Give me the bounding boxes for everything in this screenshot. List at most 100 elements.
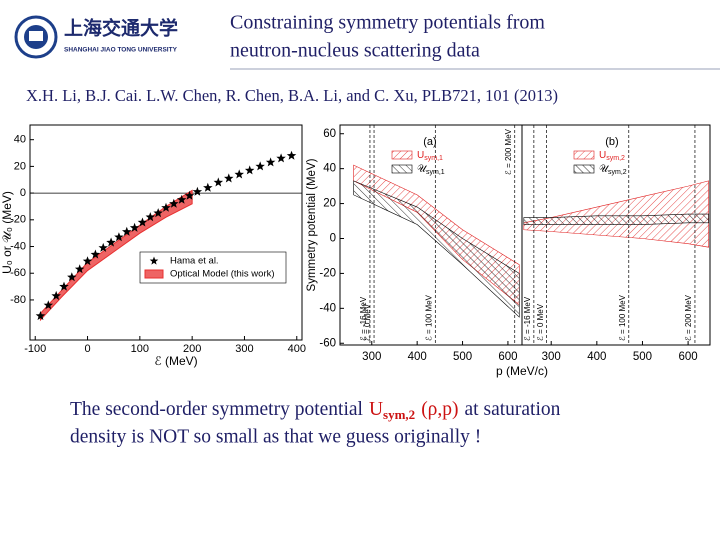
y-tick-label: 20: [14, 160, 26, 172]
data-point: [35, 311, 46, 320]
legend-symbol: 𝒰: [599, 164, 610, 175]
x-tick-label: 200: [183, 343, 201, 355]
legend-swatch: [391, 164, 413, 174]
energy-label: ℰ = 100 MeV: [618, 294, 627, 341]
energy-label: ℰ = 0 MeV: [536, 303, 545, 341]
data-point: [265, 157, 276, 167]
data-point: [59, 281, 69, 291]
symbol-subscript: sym,2: [383, 407, 415, 422]
legend-swatch: [149, 256, 159, 265]
data-point: [203, 182, 213, 192]
legend-subscript: sym,1: [426, 169, 445, 176]
data-point: [82, 256, 93, 266]
x-tick-label: 300: [542, 351, 561, 363]
energy-label: ℰ = 0 MeV: [363, 303, 372, 341]
x-tick-label: 300: [362, 351, 381, 363]
data-point: [90, 249, 101, 259]
symbol: U: [369, 399, 383, 420]
citation: X.H. Li, B.J. Cai. L.W. Chen, R. Chen, B…: [26, 86, 558, 105]
data-point: [286, 150, 297, 160]
y-tick-label: 60: [323, 128, 336, 140]
symbol-args: (ρ,p): [421, 399, 458, 420]
legend-label: Hama et al.: [170, 256, 219, 267]
x-tick-label: 600: [498, 351, 517, 363]
title-line: Constraining symmetry potentials from: [230, 12, 545, 34]
legend-label: Usym,2: [599, 150, 625, 162]
y-tick-label: 20: [323, 198, 336, 210]
energy-label: ℰ = -16 MeV: [359, 296, 368, 341]
energy-label: ℰ = -16 MeV: [523, 296, 532, 341]
x-axis-label: p (MeV/c): [496, 364, 548, 378]
legend-subscript: sym,2: [606, 155, 625, 162]
conclusion-line: density is NOT so small as that we guess…: [70, 426, 481, 447]
legend-swatch: [573, 150, 595, 160]
logo-subtext: SHANGHAI JIAO TONG UNIVERSITY: [64, 47, 178, 54]
conclusion: The second-order symmetry potential Usym,…: [70, 399, 561, 447]
x-tick-label: 500: [453, 351, 472, 363]
legend-label: Optical Model (this work): [170, 269, 275, 280]
energy-label: ℰ = 100 MeV: [424, 294, 433, 341]
potential-band: [523, 213, 709, 225]
legend-swatch: [144, 269, 164, 279]
x-tick-label: 0: [84, 343, 90, 355]
x-tick-label: 500: [633, 351, 652, 363]
legend-symbol: U: [599, 150, 606, 161]
logo: 上海交通大学 SHANGHAI JIAO TONG UNIVERSITY: [14, 15, 178, 59]
data-point: [169, 198, 179, 208]
x-tick-label: -100: [24, 343, 46, 355]
y-tick-label: -40: [319, 302, 336, 314]
logo-mark: [29, 31, 43, 41]
logo-ring: [14, 15, 58, 59]
conclusion-text: at saturation: [465, 399, 561, 420]
data-point: [43, 300, 54, 310]
x-tick-label: 400: [408, 351, 427, 363]
energy-label: ℰ = 200 MeV: [684, 294, 693, 341]
potential-band: [523, 180, 709, 248]
x-tick-label: 100: [131, 343, 149, 355]
data-point: [106, 237, 116, 247]
title-line: neutron-nucleus scattering data: [230, 40, 480, 62]
legend-subscript: sym,2: [608, 169, 627, 176]
data-point: [74, 264, 85, 274]
data-point: [161, 202, 171, 212]
y-tick-label: -40: [10, 240, 26, 252]
legend-label: 𝒰sym,1: [417, 164, 445, 176]
data-point: [145, 212, 156, 222]
y-tick-label: 0: [20, 187, 26, 199]
potential-band: [353, 180, 520, 318]
data-point: [192, 186, 203, 196]
y-tick-label: 40: [14, 134, 26, 146]
data-point: [122, 226, 132, 236]
x-axis-label: ℰ (MeV): [154, 354, 197, 368]
conclusion-text: The second-order symmetry potential: [70, 399, 364, 420]
y-tick-label: -20: [10, 214, 26, 226]
legend-symbol: U: [417, 150, 424, 161]
panel-frame: [521, 124, 711, 346]
y-tick-label: -20: [319, 267, 336, 279]
y-tick-label: 40: [323, 163, 336, 175]
data-point: [153, 208, 163, 218]
legend-swatch: [573, 164, 595, 174]
data-point: [244, 165, 255, 175]
legend-label: 𝒰sym,2: [599, 164, 627, 176]
legend-symbol: 𝒰: [417, 164, 428, 175]
data-point: [51, 290, 61, 300]
y-axis-label: Symmetry potential (MeV): [306, 158, 318, 291]
panel-label: (b): [605, 136, 618, 148]
legend-swatch: [391, 150, 413, 160]
y-tick-label: -80: [10, 294, 26, 306]
data-point: [137, 217, 148, 227]
y-tick-label: -60: [10, 267, 26, 279]
data-point: [255, 161, 265, 171]
energy-label: ℰ = 200 MeV: [504, 128, 513, 175]
y-tick-label: -60: [319, 337, 336, 349]
data-point: [213, 177, 224, 187]
data-point: [184, 190, 195, 200]
y-axis-label: U₀ or 𝒰₀ (MeV): [0, 191, 14, 274]
plot-frame: [29, 124, 303, 341]
x-tick-label: 400: [288, 343, 306, 355]
x-tick-label: 600: [679, 351, 698, 363]
